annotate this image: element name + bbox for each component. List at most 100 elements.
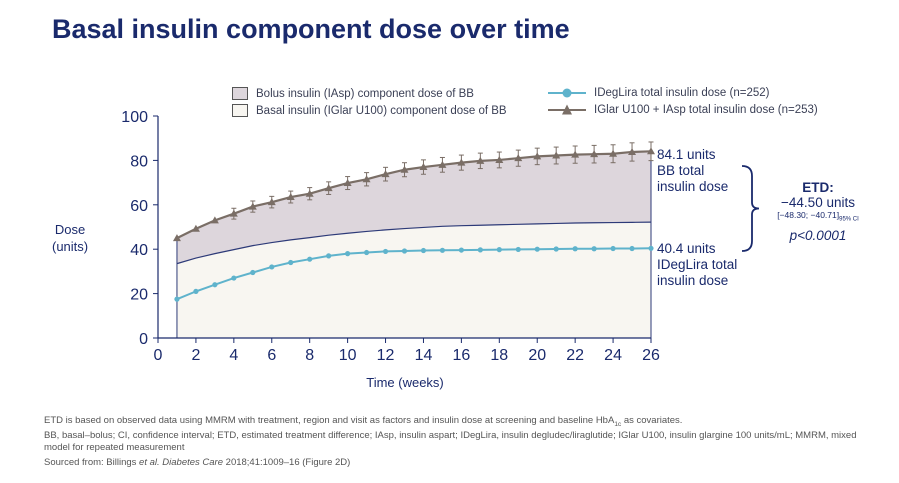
bb-point [533,152,542,160]
etd-p-value: p<0.0001 [789,227,847,243]
bb-point [248,202,257,210]
bolus-area [176,151,651,264]
bb-point [210,216,219,224]
y-axis-label: Dose (units) [52,221,88,255]
x-tick-label: 8 [305,347,314,364]
bb-point [609,149,618,157]
series-layer [172,141,655,302]
bb-point [552,151,561,159]
x-tick-label: 10 [339,347,357,364]
etd-ci-range: [−48.30; −40.71] [777,210,840,220]
etd-ci: [−48.30; −40.71]95% CI [762,210,874,225]
footnote-source-suffix: 2018;41:1009–16 (Figure 2D) [223,457,351,468]
ideglira-point [610,245,616,252]
x-tick-label: 6 [267,347,276,364]
x-tick-label: 16 [452,347,470,364]
legend-label-ideglira: IDegLira total insulin dose (n=252) [594,87,770,99]
etd-value: −44.50 units [781,195,855,210]
legend-swatch-bolus [232,87,248,100]
bb-point [476,156,485,164]
bb-point [305,189,314,197]
ideglira-point [231,275,237,281]
ideglira-point [269,264,275,270]
bb-point [324,184,333,192]
ideglira-point [534,246,540,252]
etd-ci-level: 95% CI [839,216,859,223]
y-tick-label: 40 [130,242,148,259]
legend-swatch-basal [232,104,248,117]
ideglira-point [193,288,199,294]
legend-marker-ideglira [548,88,586,98]
ideglira-point [363,249,370,256]
x-tick-label: 18 [490,347,508,364]
annotation-bb-value: 84.1 units [657,147,716,162]
x-tick-label: 0 [154,347,163,364]
y-tick-label: 20 [130,287,148,304]
etd-label: ETD: [802,180,834,195]
ideglira-point [629,245,635,252]
bb-point [400,165,409,173]
basal-area [176,222,651,338]
area-layer [176,151,652,338]
legend-ideglira: IDegLira total insulin dose (n=252) [548,87,769,99]
footnote-etd: ETD is based on observed data using MMRM… [44,415,683,428]
ideglira-point [591,246,597,252]
ideglira-point [288,259,294,266]
bb-point [514,154,523,162]
legend-label-basal: Basal insulin (IGlar U100) component dos… [256,104,507,117]
x-tick-label: 4 [229,347,238,364]
etd-box: ETD: −44.50 units [−48.30; −40.71]95% CI… [762,180,874,243]
ideglira-point [420,247,427,254]
legend-bolus-area: Bolus insulin (IAsp) component dose of B… [232,87,474,100]
legend-label-bb: IGlar U100 + IAsp total insulin dose (n=… [594,104,818,116]
annotation-bb-total: 84.1 units BB total insulin dose [657,147,728,195]
bb-point [362,175,371,183]
bb-point [267,198,276,206]
annotation-ideg-line1: IDegLira total [657,257,738,272]
basal-line [176,221,652,265]
etd-bracket [741,165,760,252]
y-axis-label-line1: Dose [54,222,86,237]
ideglira-point [515,246,521,253]
ideglira-point [326,253,332,259]
annotation-ideg-value: 40.4 units [657,241,716,256]
annotation-bb-line2: insulin dose [657,179,729,194]
ideglira-point [477,247,483,253]
footnote-source: Sourced from: Billings et al. Diabetes C… [44,457,874,469]
x-tick-label: 12 [377,347,395,364]
y-tick-label: 0 [139,331,148,348]
bb-point [172,234,181,242]
ideglira-point [496,247,502,253]
x-tick-label: 22 [566,347,584,364]
y-axis-label-line2: (units) [52,239,89,254]
x-tick-label: 24 [604,347,622,364]
bb-point [495,155,504,163]
bb-point [457,158,466,166]
ideglira-point [648,245,654,251]
series-bb-line [176,150,652,240]
bb-point [343,179,352,187]
ideglira-point [382,248,389,255]
bb-point [571,150,580,158]
annotation-bb-line1: BB total [657,163,705,178]
ideglira-point [250,269,256,276]
y-tick-label: 60 [130,198,148,215]
bb-point [590,150,599,158]
y-tick-label: 80 [130,153,148,170]
x-tick-label: 20 [528,347,546,364]
bb-point [191,224,200,232]
ideglira-point [553,246,559,252]
annotation-ideglira-total: 40.4 units IDegLira total insulin dose [657,241,737,289]
slide-title: Basal insulin component dose over time [52,14,570,44]
series-ideglira-line [176,247,652,301]
ideglira-point [401,248,408,254]
bb-point [286,193,295,201]
bb-point [419,163,428,171]
x-tick-label: 14 [415,347,433,364]
annotation-ideg-line2: insulin dose [657,273,729,288]
ideglira-point [458,247,464,253]
y-tick-label: 100 [121,109,148,126]
ideglira-point [212,282,218,288]
footnote-source-prefix: Sourced from: Billings [44,457,140,468]
x-tick-label: 2 [191,347,200,364]
